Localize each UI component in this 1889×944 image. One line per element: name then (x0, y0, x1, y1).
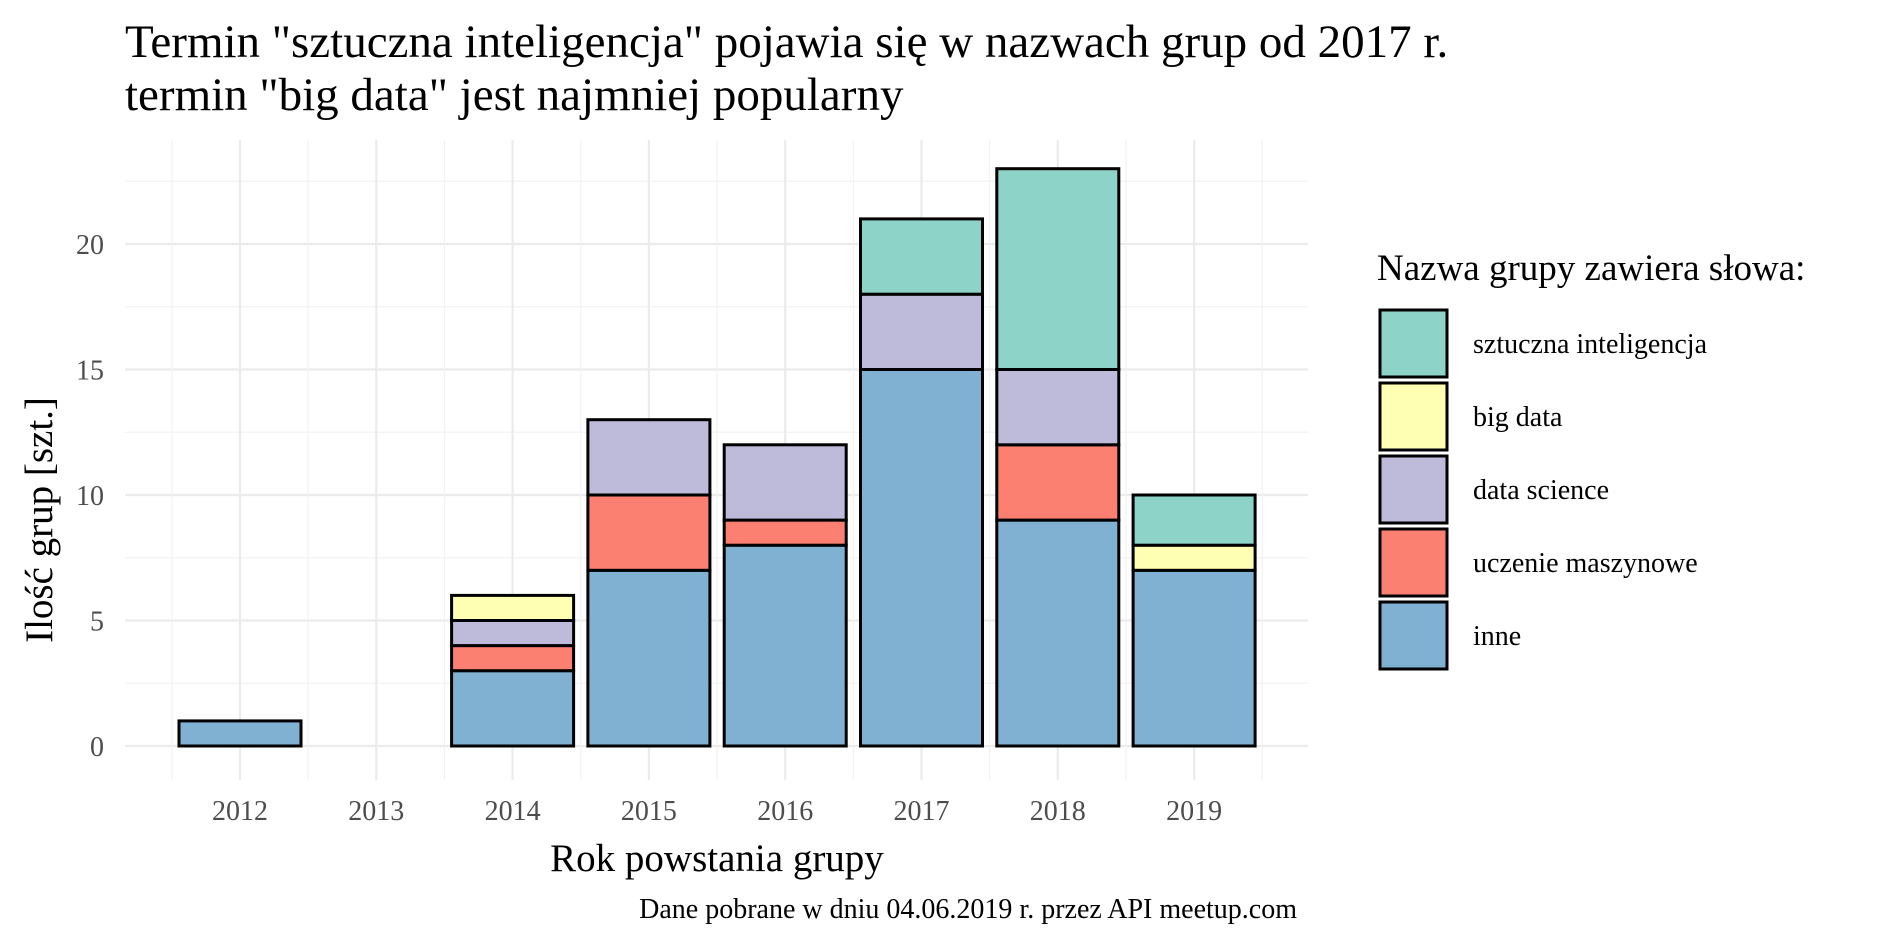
x-tick-label: 2019 (1166, 796, 1222, 827)
legend-label-uczenie-maszynowe: uczenie maszynowe (1473, 548, 1698, 579)
bar-inne-2014 (450, 669, 576, 748)
bar-inne-2018 (995, 518, 1121, 748)
x-tick-label: 2017 (894, 796, 950, 827)
bars (177, 167, 1257, 748)
x-axis-title: Rok powstania grupy (550, 837, 884, 880)
bar-uczenie-maszynowe-2016 (722, 518, 848, 547)
y-tick-label: 0 (90, 732, 104, 763)
legend-title: Nazwa grupy zawiera słowa: (1377, 248, 1805, 289)
chart-caption: Dane pobrane w dniu 04.06.2019 r. przez … (639, 894, 1297, 925)
legend: sztuczna inteligencja big data data scienc… (1378, 308, 1708, 671)
bar-big-data-2014 (450, 593, 576, 623)
legend-swatch-data-science (1378, 454, 1449, 525)
x-tick-label: 2016 (757, 796, 813, 827)
bar-sztuczna-inteligencja-2017 (859, 217, 984, 296)
y-axis-title: Ilość grup [szt.] (18, 397, 61, 643)
y-tick-label: 15 (76, 356, 104, 387)
chart-title: Termin "sztuczna inteligencja" pojawia s… (125, 16, 1448, 68)
bar-inne-2019 (1131, 568, 1257, 748)
bar-uczenie-maszynowe-2018 (995, 443, 1121, 522)
bar-sztuczna-inteligencja-2018 (995, 167, 1121, 371)
bar-data-science-2016 (722, 443, 848, 522)
legend-label-sztuczna-inteligencja: sztuczna inteligencja (1473, 329, 1708, 360)
x-tick-label: 2015 (621, 796, 677, 827)
legend-label-big-data: big data (1473, 402, 1563, 433)
chart-subtitle: termin "big data" jest najmniej popularn… (125, 69, 904, 121)
x-tick-label: 2013 (348, 796, 404, 827)
bar-data-science-2018 (995, 368, 1121, 447)
y-tick-label: 5 (90, 607, 104, 638)
bar-big-data-2019 (1131, 543, 1257, 572)
x-tick-label: 2012 (212, 796, 268, 827)
bar-data-science-2015 (586, 418, 712, 497)
bar-inne-2015 (586, 568, 712, 748)
bar-inne-2017 (859, 368, 984, 748)
bar-data-science-2014 (450, 619, 576, 648)
bar-inne-2012 (177, 719, 303, 748)
legend-swatch-inne (1378, 600, 1449, 671)
x-tick-label: 2014 (485, 796, 541, 827)
x-axis-ticks: 2012 2013 2014 2015 2016 2017 2018 2019 (212, 796, 1222, 827)
legend-label-data-science: data science (1473, 475, 1609, 506)
bar-uczenie-maszynowe-2015 (586, 493, 712, 572)
x-tick-label: 2018 (1030, 796, 1086, 827)
legend-swatch-sztuczna-inteligencja (1378, 308, 1449, 379)
bar-data-science-2017 (859, 292, 984, 372)
gridlines (125, 140, 1308, 780)
y-tick-label: 10 (76, 481, 104, 512)
y-tick-label: 20 (76, 230, 104, 261)
bar-sztuczna-inteligencja-2019 (1131, 493, 1257, 547)
y-axis-ticks: 0 5 10 15 20 (76, 230, 104, 763)
legend-swatch-uczenie-maszynowe (1378, 527, 1449, 598)
bar-inne-2016 (722, 543, 848, 748)
legend-label-inne: inne (1473, 621, 1521, 652)
bar-uczenie-maszynowe-2014 (450, 644, 576, 673)
legend-swatch-big-data (1378, 381, 1449, 452)
